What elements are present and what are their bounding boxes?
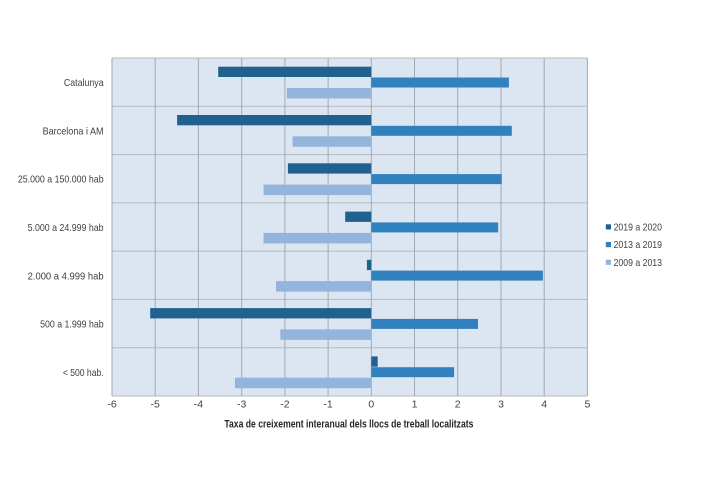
svg-text:3: 3 (498, 399, 504, 411)
svg-text:4: 4 (541, 399, 547, 411)
svg-text:-1: -1 (323, 399, 332, 411)
svg-text:0: 0 (368, 399, 374, 411)
svg-text:-3: -3 (237, 399, 246, 411)
svg-text:Barcelona i AM: Barcelona i AM (43, 125, 104, 137)
svg-text:< 500 hab.: < 500 hab. (63, 367, 104, 379)
svg-text:2013 a 2019: 2013 a 2019 (614, 239, 663, 251)
svg-text:5.000 a 24.999 hab: 5.000 a 24.999 hab (28, 222, 104, 234)
svg-text:Taxa de creixement interanual: Taxa de creixement interanual dels llocs… (224, 419, 473, 431)
svg-text:2: 2 (455, 399, 461, 411)
svg-text:2019 a 2020: 2019 a 2020 (614, 221, 663, 233)
svg-text:25.000 a 150.000 hab: 25.000 a 150.000 hab (18, 174, 104, 186)
svg-text:500 a 1.999 hab: 500 a 1.999 hab (40, 319, 104, 331)
svg-text:-5: -5 (151, 399, 160, 411)
svg-text:Catalunya: Catalunya (64, 77, 104, 89)
svg-text:-2: -2 (280, 399, 289, 411)
svg-text:-4: -4 (194, 399, 203, 411)
svg-text:1: 1 (412, 399, 418, 411)
svg-text:2009 a 2013: 2009 a 2013 (614, 257, 663, 269)
svg-text:-6: -6 (107, 399, 116, 411)
svg-text:2.000 a 4.999 hab: 2.000 a 4.999 hab (28, 270, 104, 282)
svg-text:5: 5 (584, 399, 590, 411)
